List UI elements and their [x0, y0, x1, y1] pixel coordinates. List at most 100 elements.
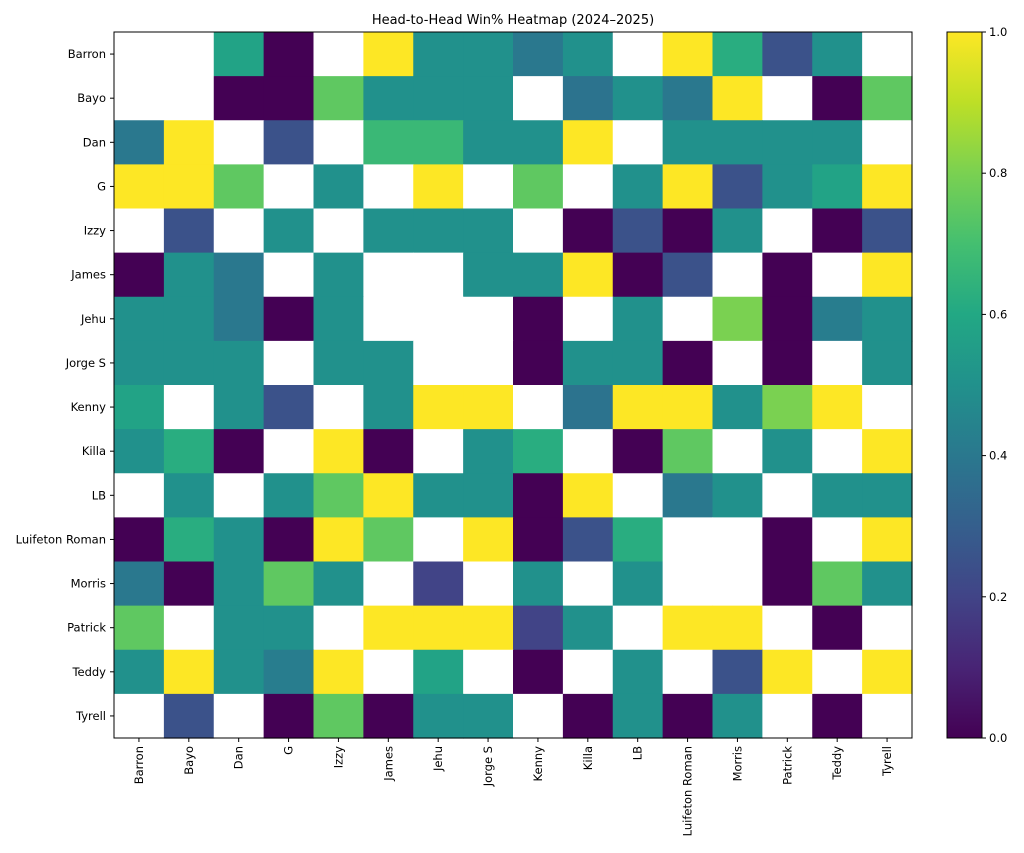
x-tick-label: Killa — [581, 746, 595, 770]
heatmap-cell — [363, 473, 414, 518]
heatmap-cell — [163, 76, 215, 121]
heatmap-cell — [812, 296, 863, 342]
heatmap-cell — [762, 120, 813, 165]
colorbar-tick-label: 0.4 — [989, 449, 1007, 463]
heatmap-cell — [513, 76, 564, 121]
heatmap-cell — [712, 605, 763, 651]
heatmap-cell — [263, 208, 315, 254]
heatmap-cell — [862, 32, 913, 77]
heatmap-cell — [862, 649, 913, 695]
heatmap-cell — [114, 208, 165, 254]
heatmap-cell — [762, 649, 813, 695]
heatmap-cell — [413, 76, 464, 121]
heatmap-cell — [562, 208, 614, 254]
heatmap-cell — [114, 561, 165, 607]
heatmap-cell — [263, 429, 315, 474]
y-tick-label: Izzy — [84, 224, 106, 238]
heatmap-cell — [463, 649, 514, 695]
heatmap-cell — [762, 208, 813, 254]
heatmap-cell — [463, 605, 514, 651]
heatmap-cell — [213, 605, 265, 651]
heatmap-cell — [263, 517, 315, 563]
heatmap-cell — [213, 385, 265, 430]
heatmap-cell — [213, 76, 265, 121]
heatmap-cell — [862, 296, 913, 342]
heatmap-cell — [313, 517, 364, 563]
heatmap-cell — [612, 517, 664, 563]
heatmap-cell — [862, 517, 913, 563]
heatmap-cell — [712, 164, 763, 210]
heatmap-cell — [562, 296, 614, 342]
heatmap-cell — [163, 693, 215, 739]
heatmap-cell — [712, 429, 763, 474]
heatmap-cell — [413, 649, 464, 695]
heatmap-cell — [662, 340, 714, 386]
heatmap-cell — [413, 429, 464, 474]
heatmap-cell — [612, 120, 664, 165]
heatmap-cell — [513, 340, 564, 386]
heatmap-cell — [712, 693, 763, 739]
heatmap-cell — [163, 32, 215, 77]
heatmap-cell — [612, 208, 664, 254]
heatmap-cell — [413, 296, 464, 342]
heatmap-cell — [114, 252, 165, 298]
heatmap-cell — [762, 473, 813, 518]
y-tick-label: Jehu — [80, 312, 106, 326]
heatmap-cell — [463, 385, 514, 430]
heatmap-cell — [263, 164, 315, 210]
heatmap-cell — [363, 693, 414, 739]
heatmap-cell — [562, 473, 614, 518]
heatmap-cell — [712, 340, 763, 386]
heatmap-cell — [313, 649, 364, 695]
y-tick-label: Teddy — [71, 665, 106, 679]
heatmap-cell — [114, 385, 165, 430]
heatmap-cell — [513, 429, 564, 474]
heatmap-cell — [313, 385, 364, 430]
y-tick-label: Bayo — [77, 91, 106, 105]
heatmap-cell — [413, 252, 464, 298]
heatmap-cell — [363, 385, 414, 430]
heatmap-cell — [762, 296, 813, 342]
heatmap-cell — [463, 340, 514, 386]
heatmap-cell — [213, 340, 265, 386]
heatmap-cell — [263, 649, 315, 695]
heatmap-cell — [263, 385, 315, 430]
x-axis: Barron Bayo Dan G Izzy James Jehu Jorge S Kenny K… — [132, 738, 894, 836]
x-tick-label: Luifeton Roman — [681, 746, 695, 836]
colorbar — [946, 31, 983, 739]
heatmap-cell — [163, 649, 215, 695]
colorbar-tick-label: 0.0 — [989, 731, 1007, 745]
heatmap-cell — [562, 605, 614, 651]
heatmap-cell — [463, 517, 514, 563]
heatmap-cell — [862, 208, 913, 254]
x-tick-label: Patrick — [780, 746, 794, 785]
heatmap-cell — [662, 385, 714, 430]
heatmap-cell — [114, 473, 165, 518]
heatmap-cell — [363, 561, 414, 607]
heatmap-cell — [662, 164, 714, 210]
y-tick-label: LB — [92, 488, 106, 502]
heatmap-cell — [562, 340, 614, 386]
heatmap-cell — [313, 252, 364, 298]
heatmap-cell — [413, 164, 464, 210]
heatmap-cell — [213, 473, 265, 518]
heatmap-cell — [712, 385, 763, 430]
y-tick-label: James — [70, 268, 106, 282]
heatmap-cell — [263, 605, 315, 651]
heatmap-cell — [812, 605, 863, 651]
colorbar-tick-label: 0.2 — [989, 590, 1007, 604]
x-tick-label: LB — [631, 746, 645, 760]
heatmap-cell — [612, 340, 664, 386]
heatmap-cell — [812, 164, 863, 210]
heatmap-cell — [114, 32, 165, 77]
heatmap-cell — [712, 32, 763, 77]
heatmap-cell — [812, 120, 863, 165]
heatmap-cell — [612, 32, 664, 77]
heatmap-cell — [263, 473, 315, 518]
heatmap-cell — [213, 561, 265, 607]
heatmap-cell — [363, 76, 414, 121]
heatmap-cell — [862, 120, 913, 165]
colorbar-ticks: 0.0 0.2 0.4 0.6 0.8 1.0 — [982, 25, 1007, 745]
x-tick-label: Dan — [232, 746, 246, 769]
heatmap-cell — [163, 429, 215, 474]
